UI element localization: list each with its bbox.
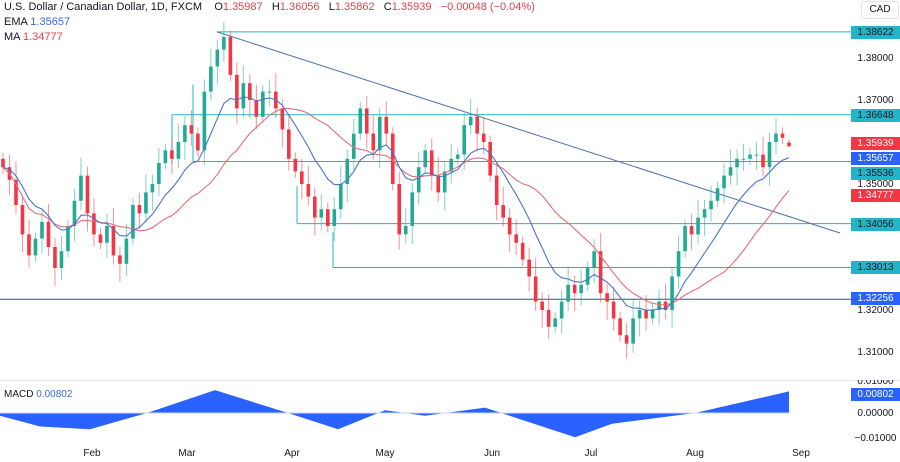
macd-label: MACD <box>4 389 34 400</box>
time-axis-label: Feb <box>83 448 101 459</box>
macd-value: 0.00802 <box>36 389 73 400</box>
time-axis-label: Jul <box>584 448 598 459</box>
price-axis-label: 1.31000 <box>857 347 894 358</box>
macd-legend[interactable]: MACD 0.00802 <box>4 389 72 400</box>
high-value: 1.36056 <box>279 1 320 13</box>
ema-legend-row[interactable]: EMA 1.35657 <box>4 15 535 30</box>
time-axis-label: May <box>375 448 395 459</box>
ma-legend-row[interactable]: MA 1.34777 <box>4 30 535 45</box>
price-axis-label: 1.32000 <box>857 305 894 316</box>
last-price-tag: 1.35939 <box>851 137 900 150</box>
close-value: 1.35939 <box>391 1 432 13</box>
low-label: L <box>328 1 335 13</box>
price-axis-label: 1.35000 <box>857 179 894 190</box>
ema-value: 1.35657 <box>30 16 71 28</box>
macd-axis-label: −0.01000 <box>854 433 897 444</box>
close-label: C <box>383 1 392 13</box>
price-axis-label: 1.37000 <box>857 95 894 106</box>
symbol-title[interactable]: U.S. Dollar / Canadian Dollar, 1D, FXCM <box>4 1 203 13</box>
ema-line <box>2 96 790 311</box>
level-tag-1-36648: 1.36648 <box>851 109 900 122</box>
high-label: H <box>271 1 280 13</box>
ma-line <box>2 107 790 306</box>
currency-button[interactable]: CAD <box>861 1 899 19</box>
open-label: O <box>214 1 223 13</box>
time-axis-label: Sep <box>792 448 810 459</box>
macd-value-tag: 0.00802 <box>851 388 900 401</box>
macd-axis-label: 0.01000 <box>857 380 894 386</box>
change-value: −0.00048 (−0.04%) <box>440 1 535 13</box>
low-value: 1.35862 <box>334 1 375 13</box>
time-axis-label: Jun <box>483 448 501 459</box>
level-tag-1-33013: 1.33013 <box>851 261 900 274</box>
level-tag-1-38622: 1.38622 <box>851 26 900 39</box>
level-tag-1-32256: 1.32256 <box>851 292 900 305</box>
candlesticks <box>1 21 791 359</box>
level-tag-1-35536: 1.35536 <box>851 167 900 180</box>
level-tag-1-34056: 1.34056 <box>851 218 900 231</box>
ema-price-tag: 1.35657 <box>851 152 900 165</box>
symbol-row: U.S. Dollar / Canadian Dollar, 1D, FXCM … <box>4 0 535 15</box>
open-value: 1.35987 <box>222 1 263 13</box>
ema-label: EMA <box>4 16 28 28</box>
time-axis-label: Apr <box>284 448 300 459</box>
ma-value: 1.34777 <box>22 31 63 43</box>
time-axis-label: Aug <box>686 448 704 459</box>
horizontal-levels <box>0 31 851 300</box>
ma-price-tag: 1.34777 <box>851 189 900 202</box>
ma-label: MA <box>4 31 20 43</box>
chart-legend: U.S. Dollar / Canadian Dollar, 1D, FXCM … <box>4 0 535 45</box>
trendline <box>216 31 841 234</box>
price-axis-label: 1.38000 <box>857 53 894 64</box>
time-axis-label: Mar <box>178 448 196 459</box>
macd-area <box>0 390 789 438</box>
macd-axis-label: 0.00000 <box>857 408 894 419</box>
